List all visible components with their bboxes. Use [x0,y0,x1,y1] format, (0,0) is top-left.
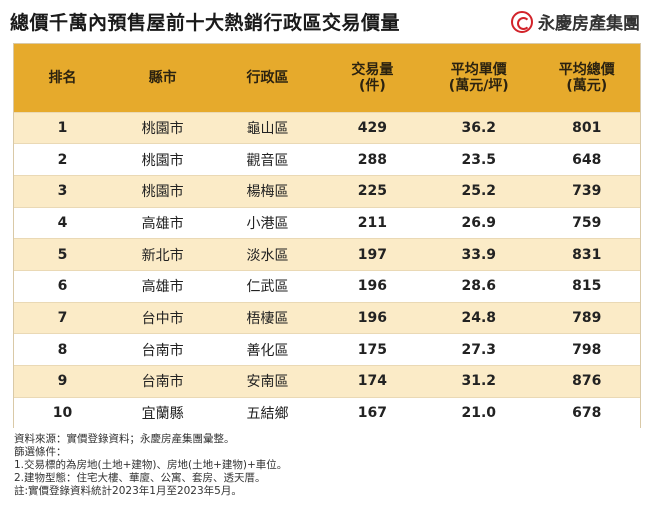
column-header: 平均總價 (萬元) [533,44,640,112]
table-cell: 觀音區 [214,143,321,176]
table-cell: 楊梅區 [214,174,321,208]
table-cell: 桃園市 [111,143,215,176]
column-header: 交易量 (件) [320,44,424,112]
table-row: 7 台中市 梧棲區 196 24.8 789 [14,301,640,334]
column-header-label: 行政區 [246,69,289,86]
ranking-table: 排名 縣市 行政區 交易量 (件) 平均單價 (萬元/坪) 平均總價 (萬元) 1 桃園市 龜山區 4… [14,44,640,429]
table-row: 6 高雄市 仁武區 196 28.6 815 [14,269,640,303]
brand-name: 永慶房產集團 [538,14,640,34]
table-cell: 梧棲區 [214,301,321,334]
table-cell: 2 [14,143,112,176]
table-cell: 淡水區 [214,238,321,271]
table-cell: 1 [14,111,112,144]
table-cell: 高雄市 [111,269,215,303]
footnote-line: 篩選條件： [14,446,67,458]
table-cell: 798 [533,333,640,366]
table-cell: 759 [533,206,640,239]
table-cell: 876 [533,365,640,398]
table-cell: 台中市 [111,301,215,334]
table-cell: 桃園市 [111,111,215,144]
column-header-label: 縣市 [148,69,177,86]
table-cell: 648 [533,143,640,176]
table-cell: 175 [320,333,424,366]
table-cell: 7 [14,301,112,334]
table-cell: 23.5 [423,143,534,176]
column-header-unit: (萬元) [566,77,608,94]
footnote-line: 資料來源：實價登錄資料；永慶房產集團彙整。 [14,433,235,445]
table-cell: 225 [320,174,424,208]
yungching-logo-icon [511,10,533,33]
brand: 永慶房產集團 [511,9,640,34]
table-row: 8 台南市 善化區 175 27.3 798 [14,333,640,366]
table-cell: 33.9 [423,238,534,271]
table-cell: 6 [14,269,112,303]
table-cell: 789 [533,301,640,334]
table-cell: 678 [533,396,640,429]
table-cell: 五結鄉 [214,396,321,429]
table-cell: 815 [533,269,640,303]
column-header-label: 平均總價 [558,61,615,78]
table-cell: 4 [14,206,112,239]
column-header: 縣市 [111,44,215,112]
table-cell: 桃園市 [111,174,215,208]
table-cell: 174 [320,365,424,398]
table-cell: 台南市 [111,333,215,366]
table-cell: 3 [14,174,112,208]
table-cell: 28.6 [423,269,534,303]
table-cell: 429 [320,111,424,144]
table-row: 1 桃園市 龜山區 429 36.2 801 [14,111,640,144]
table-cell: 211 [320,206,424,239]
footnotes: 資料來源：實價登錄資料；永慶房產集團彙整。 篩選條件： 1.交易標的為房地(土地+建… [14,433,287,498]
table-cell: 新北市 [111,238,215,271]
table-cell: 小港區 [214,206,321,239]
footnote-line: 2.建物型態：住宅大樓、華廈、公寓、套房、透天厝。 [14,472,266,484]
table-cell: 仁武區 [214,269,321,303]
column-header: 行政區 [214,44,321,112]
ranking-table-container: 排名 縣市 行政區 交易量 (件) 平均單價 (萬元/坪) 平均總價 (萬元) 1 桃園市 龜山區 4… [13,43,641,429]
footnote-line: 註:實價登錄資料統計2023年1月至2023年5月。 [14,485,242,497]
column-header-unit: (件) [358,77,386,94]
table-cell: 21.0 [423,396,534,429]
table-row: 10 宜蘭縣 五結鄉 167 21.0 678 [14,396,640,429]
table-cell: 831 [533,238,640,271]
table-row: 2 桃園市 觀音區 288 23.5 648 [14,143,640,176]
column-header-unit: (萬元/坪) [448,77,509,94]
table-cell: 龜山區 [214,111,321,144]
table-cell: 27.3 [423,333,534,366]
footnote-line: 1.交易標的為房地(土地+建物)、房地(土地+建物)+車位。 [14,459,288,471]
table-cell: 台南市 [111,365,215,398]
table-cell: 36.2 [423,111,534,144]
table-cell: 安南區 [214,365,321,398]
table-cell: 8 [14,333,112,366]
table-row: 9 台南市 安南區 174 31.2 876 [14,365,640,398]
table-cell: 5 [14,238,112,271]
table-row: 3 桃園市 楊梅區 225 25.2 739 [14,174,640,208]
table-row: 5 新北市 淡水區 197 33.9 831 [14,238,640,271]
column-header-label: 平均單價 [450,61,507,78]
page-title: 總價千萬內預售屋前十大熱銷行政區交易價量 [10,12,401,34]
table-row: 4 高雄市 小港區 211 26.9 759 [14,206,640,239]
table-cell: 26.9 [423,206,534,239]
table-body: 1 桃園市 龜山區 429 36.2 801 2 桃園市 觀音區 288 23.5 648 3 桃園市 楊梅… [14,111,640,429]
table-cell: 善化區 [214,333,321,366]
table-cell: 24.8 [423,301,534,334]
table-cell: 801 [533,111,640,144]
table-cell: 高雄市 [111,206,215,239]
column-header: 排名 [14,44,112,112]
table-cell: 31.2 [423,365,534,398]
table-cell: 196 [320,301,424,334]
column-header: 平均單價 (萬元/坪) [423,44,534,112]
table-cell: 739 [533,174,640,208]
table-cell: 9 [14,365,112,398]
table-header-row: 排名 縣市 行政區 交易量 (件) 平均單價 (萬元/坪) 平均總價 (萬元) [14,44,640,112]
column-header-label: 排名 [48,69,77,86]
table-cell: 宜蘭縣 [111,396,215,429]
table-cell: 167 [320,396,424,429]
table-cell: 197 [320,238,424,271]
table-cell: 25.2 [423,174,534,208]
table-cell: 10 [14,396,112,429]
table-cell: 288 [320,143,424,176]
column-header-label: 交易量 [351,61,394,78]
table-cell: 196 [320,269,424,303]
